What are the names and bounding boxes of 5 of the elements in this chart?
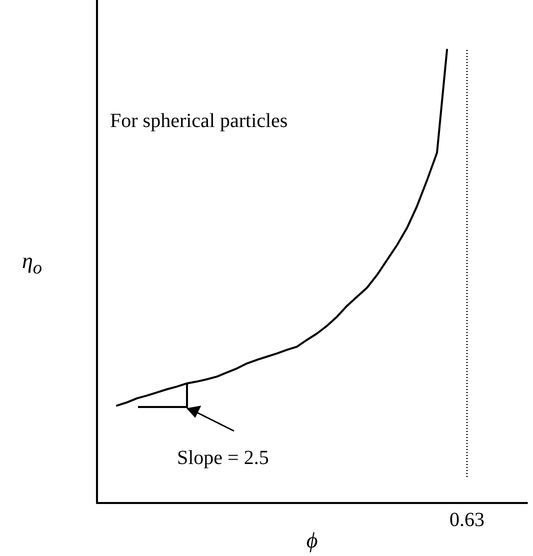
annotation: Slope = 2.5 xyxy=(177,447,269,470)
x-axis-title: ϕ xyxy=(306,528,318,552)
y-axis-title: η$_{o}$ xyxy=(22,248,42,278)
text: 0.63 xyxy=(448,509,486,532)
annotation: For spherical particles xyxy=(110,110,288,132)
